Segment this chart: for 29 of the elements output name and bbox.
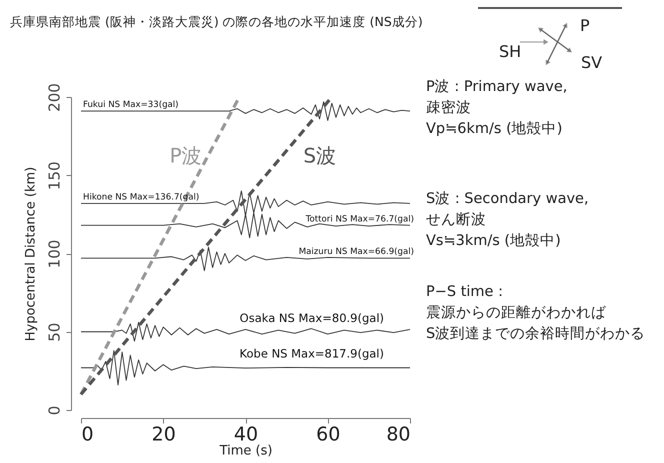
y-axis-title: Hypocentral Distance (km) <box>24 166 38 342</box>
y-tick-label: 200 <box>46 83 64 112</box>
x-tick-label: 40 <box>234 424 258 446</box>
text: P−S time : 震源からの距離がわかれば S波到達までの余裕時間がわかる <box>426 284 646 342</box>
line-series <box>80 101 410 121</box>
x-tick-label: 0 <box>82 424 94 446</box>
series-label: Osaka NS Max=80.9(gal) <box>240 310 384 325</box>
series-label: Kobe NS Max=817.9(gal) <box>240 346 384 361</box>
series-label: Fukui NS Max=33(gal) <box>83 100 179 110</box>
series-label: Tottori NS Max=76.7(gal) <box>304 214 414 224</box>
series-label: Maizuru NS Max=66.9(gal) <box>298 247 414 258</box>
y-tick-label: 150 <box>46 161 64 190</box>
x-tick-label: 60 <box>316 424 340 446</box>
chart-title: 兵庫県南部地震 (阪神・淡路大震災) の際の各地の水平加速度 (NS成分) <box>10 14 423 29</box>
text: P波 : Primary wave, 疎密波 Vp≒6km/s (地殻中) <box>426 78 568 137</box>
y-tick-label: 100 <box>46 240 64 268</box>
text: S波 : Secondary wave, せん断波 Vs≒3km/s (地殻中) <box>426 190 589 249</box>
text: SH <box>499 42 522 61</box>
series-label: Hikone NS Max=136.7(gal) <box>83 192 200 202</box>
x-tick-label: 80 <box>386 424 410 446</box>
x-tick-label: 20 <box>152 424 176 446</box>
series-label: S波 <box>303 143 336 168</box>
text: SV <box>581 53 602 72</box>
y-tick-label: 50 <box>46 322 64 342</box>
x-axis-title: Time (s) <box>218 444 272 458</box>
series-label: P波 <box>170 143 202 168</box>
line-series <box>80 350 410 386</box>
text: P <box>580 16 590 35</box>
y-tick-label: 0 <box>46 406 64 416</box>
